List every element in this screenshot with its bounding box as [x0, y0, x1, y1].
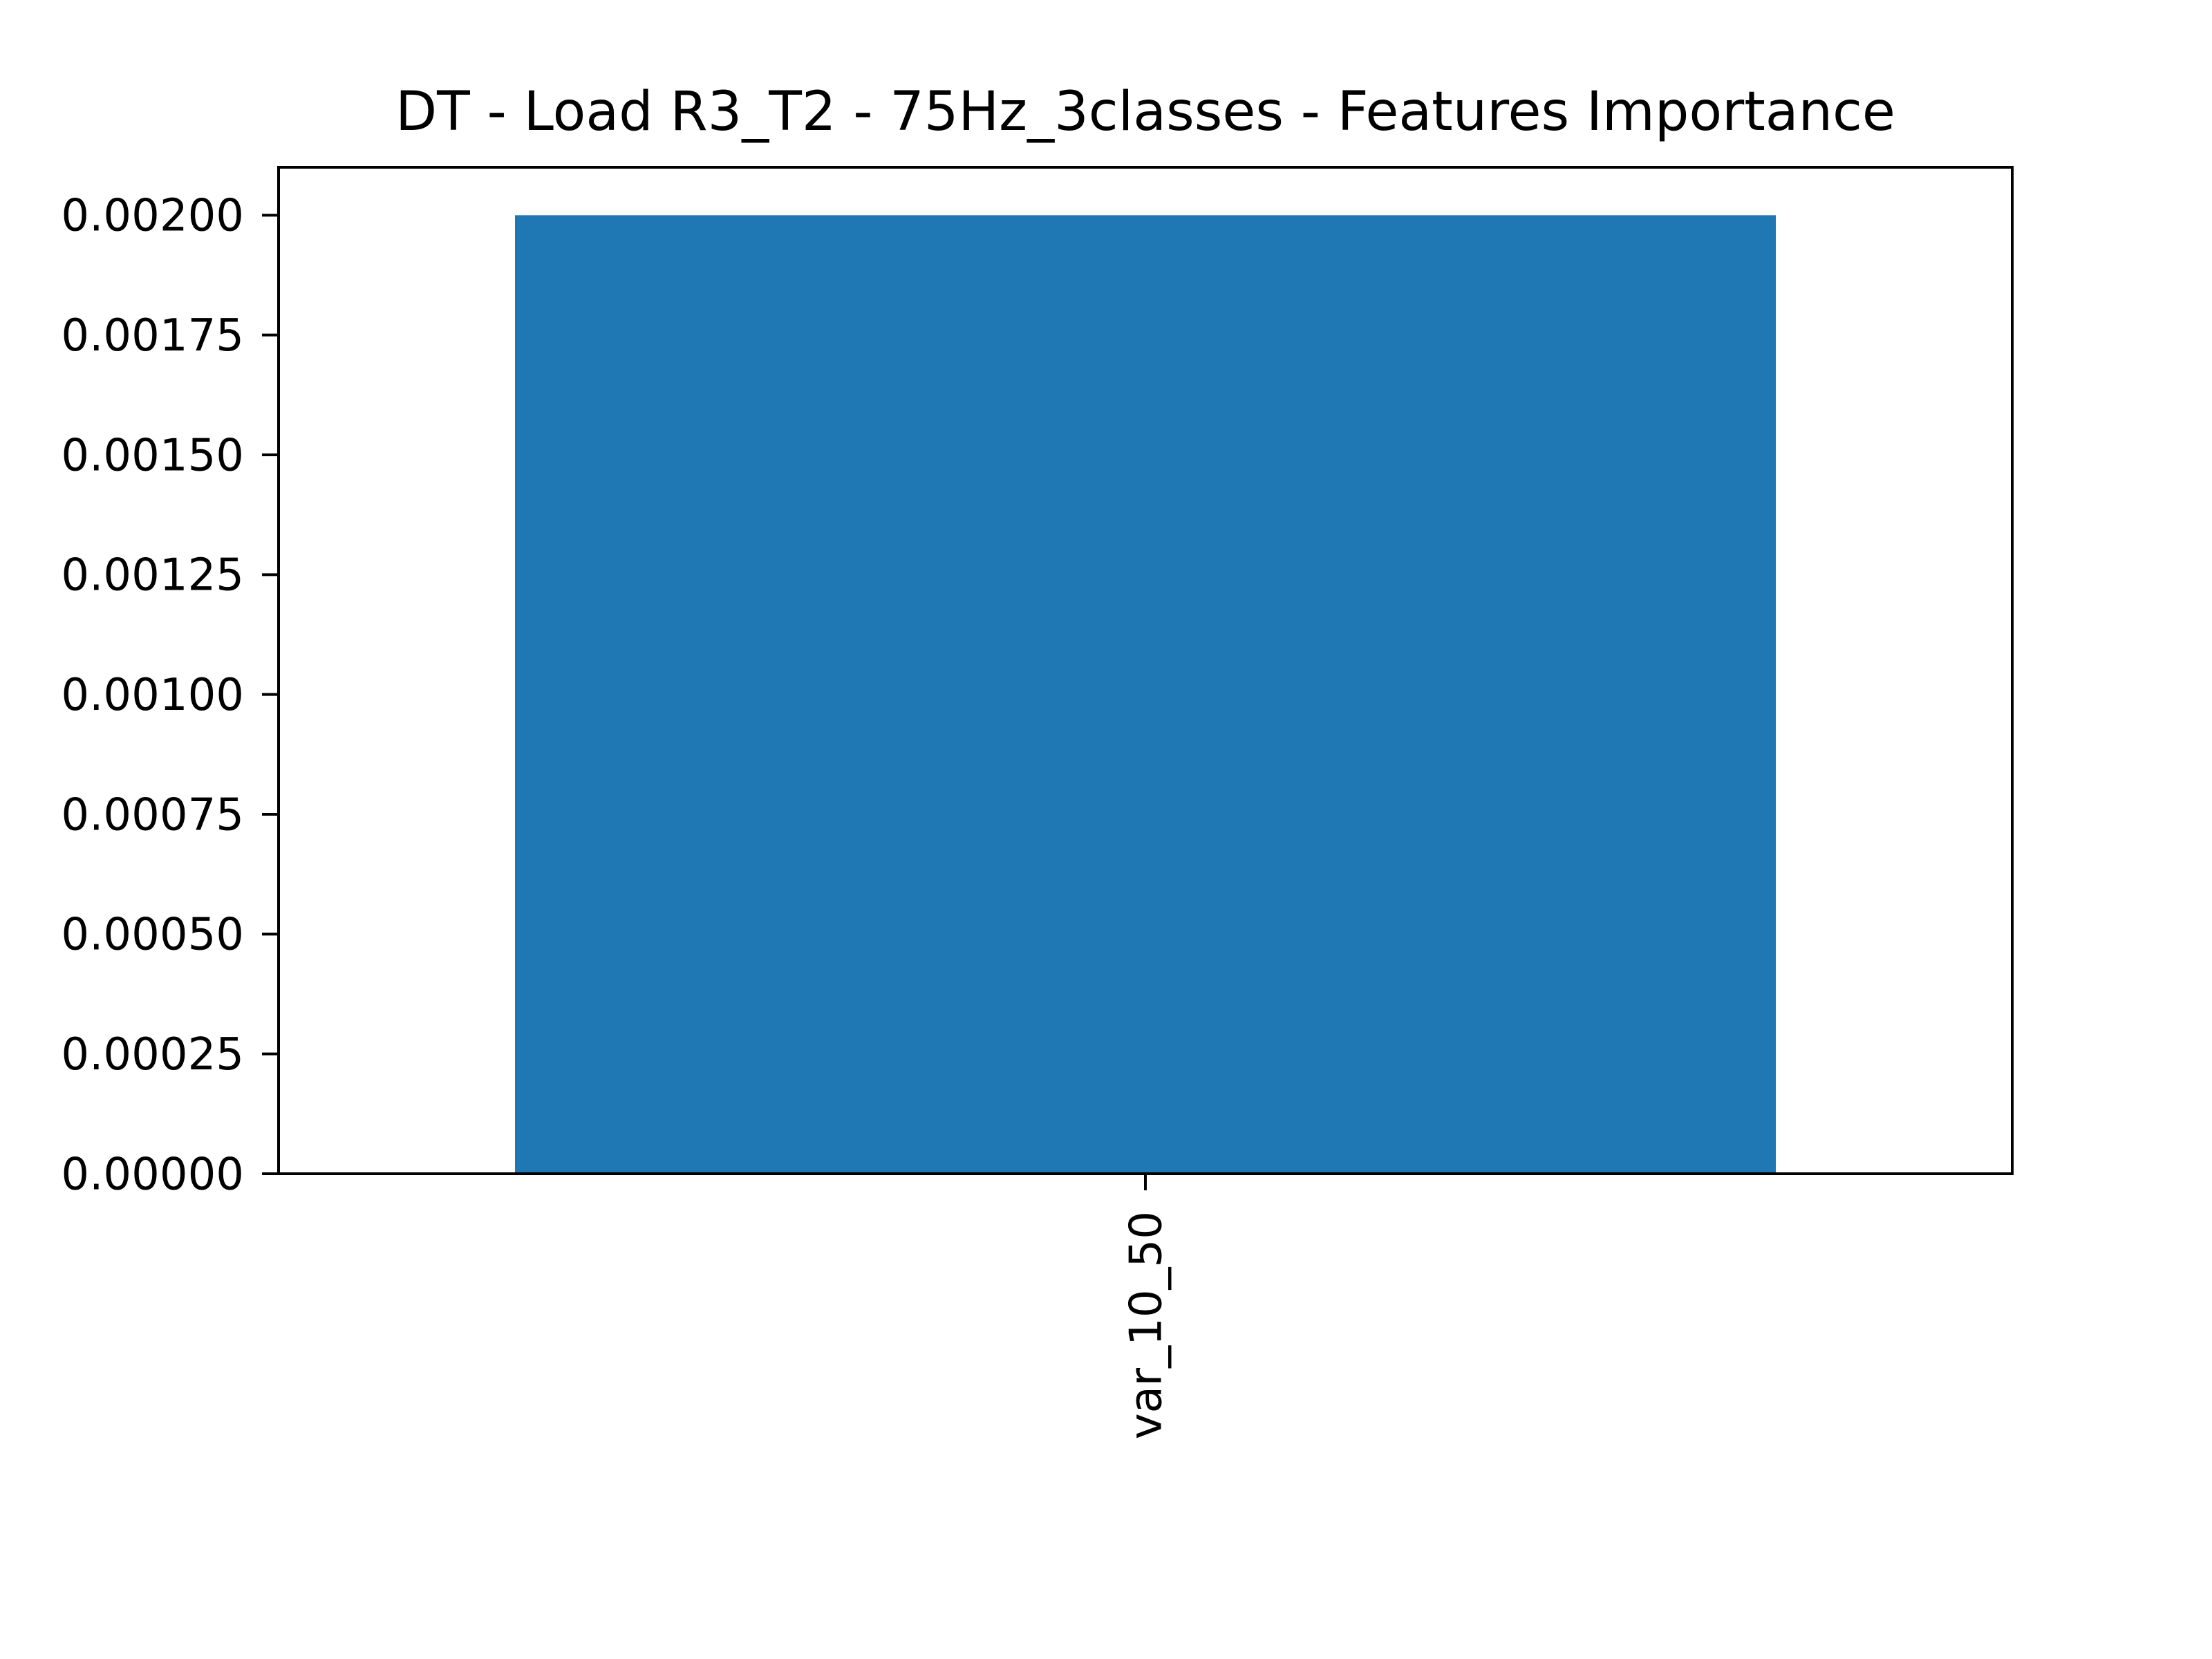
bars-layer	[515, 215, 1776, 1174]
y-tick-label: 0.00000	[61, 1149, 244, 1200]
bar-var_10_50	[515, 215, 1776, 1174]
y-axis: 0.00000 0.00025 0.00050 0.00075 0.00100 0.001…	[61, 191, 279, 1200]
y-tick-label: 0.00050	[61, 910, 244, 961]
y-tick-label: 0.00075	[61, 789, 244, 841]
y-tick-label: 0.00025	[61, 1029, 244, 1080]
y-tick-label: 0.00100	[61, 670, 244, 721]
y-tick-label: 0.00200	[61, 191, 244, 242]
x-axis: var_10_50	[1121, 1174, 1172, 1439]
plot-area-frame	[277, 166, 2014, 1175]
x-tick-label: var_10_50	[1121, 1211, 1172, 1439]
chart-title: DT - Load R3_T2 - 75Hz_3classes - Featur…	[395, 81, 1895, 143]
y-tick-label: 0.00125	[61, 550, 244, 601]
y-tick-label: 0.00175	[61, 310, 244, 362]
y-tick-label: 0.00150	[61, 430, 244, 481]
